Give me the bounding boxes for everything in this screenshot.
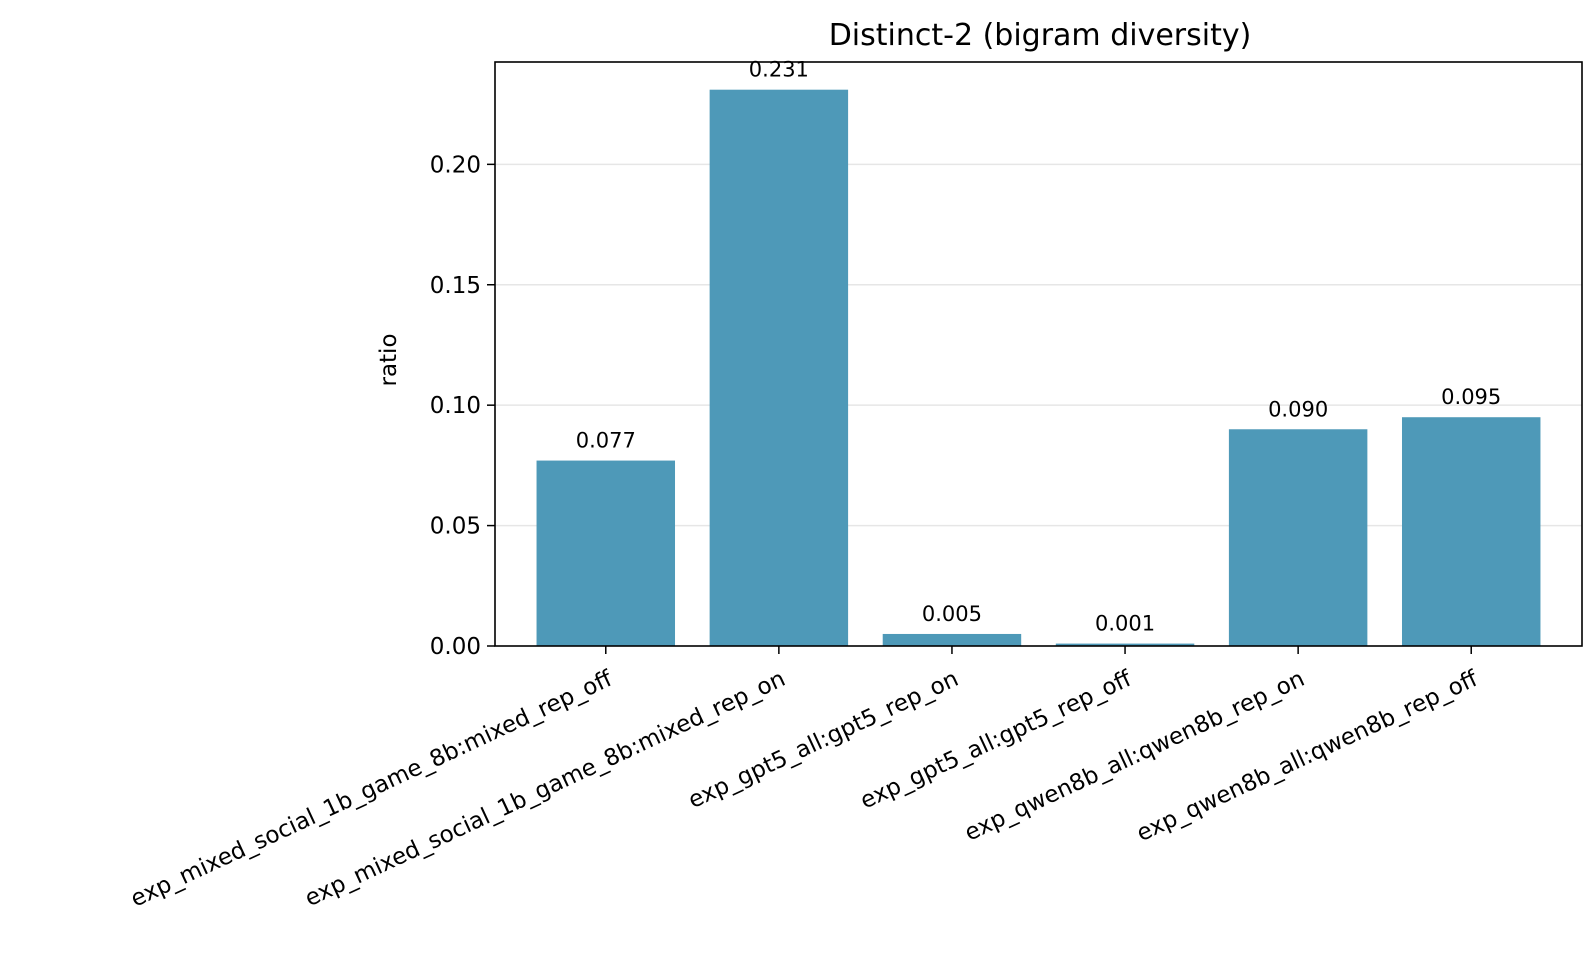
- y-axis-label: ratio: [376, 333, 402, 386]
- y-tick-label: 0.15: [430, 273, 481, 299]
- y-axis: 0.00 0.05 0.10 0.15 0.20: [430, 152, 495, 660]
- y-tick-label: 0.20: [430, 152, 481, 178]
- bar: [536, 460, 676, 646]
- bar: [1055, 643, 1195, 646]
- x-tick-label: exp_gpt5_all:gpt5_rep_on: [684, 666, 962, 814]
- x-tick-label: exp_qwen8b_all:qwen8b_rep_on: [961, 666, 1309, 847]
- y-tick-label: 0.10: [430, 393, 481, 419]
- bar: [1228, 429, 1368, 646]
- bar: [882, 633, 1022, 646]
- bar-value-label: 0.077: [576, 429, 636, 453]
- x-axis: exp_mixed_social_1b_game_8b:mixed_rep_of…: [127, 646, 1483, 913]
- bar-value-label: 0.001: [1095, 612, 1155, 636]
- gridlines: [495, 163, 1582, 527]
- bar-value-label: 0.095: [1441, 385, 1501, 409]
- y-tick-label: 0.05: [430, 514, 481, 540]
- bar-value-label: 0.090: [1268, 397, 1328, 421]
- bar-value-label: 0.005: [922, 602, 982, 626]
- x-tick-label: exp_qwen8b_all:qwen8b_rep_off: [1133, 665, 1483, 847]
- x-tick-label: exp_gpt5_all:gpt5_rep_off: [856, 665, 1136, 814]
- y-tick-label: 0.00: [430, 634, 481, 660]
- bar: [709, 89, 849, 647]
- plot-frame: [494, 61, 1583, 647]
- bar: [1401, 417, 1541, 646]
- chart-title: Distinct-2 (bigram diversity): [829, 18, 1252, 53]
